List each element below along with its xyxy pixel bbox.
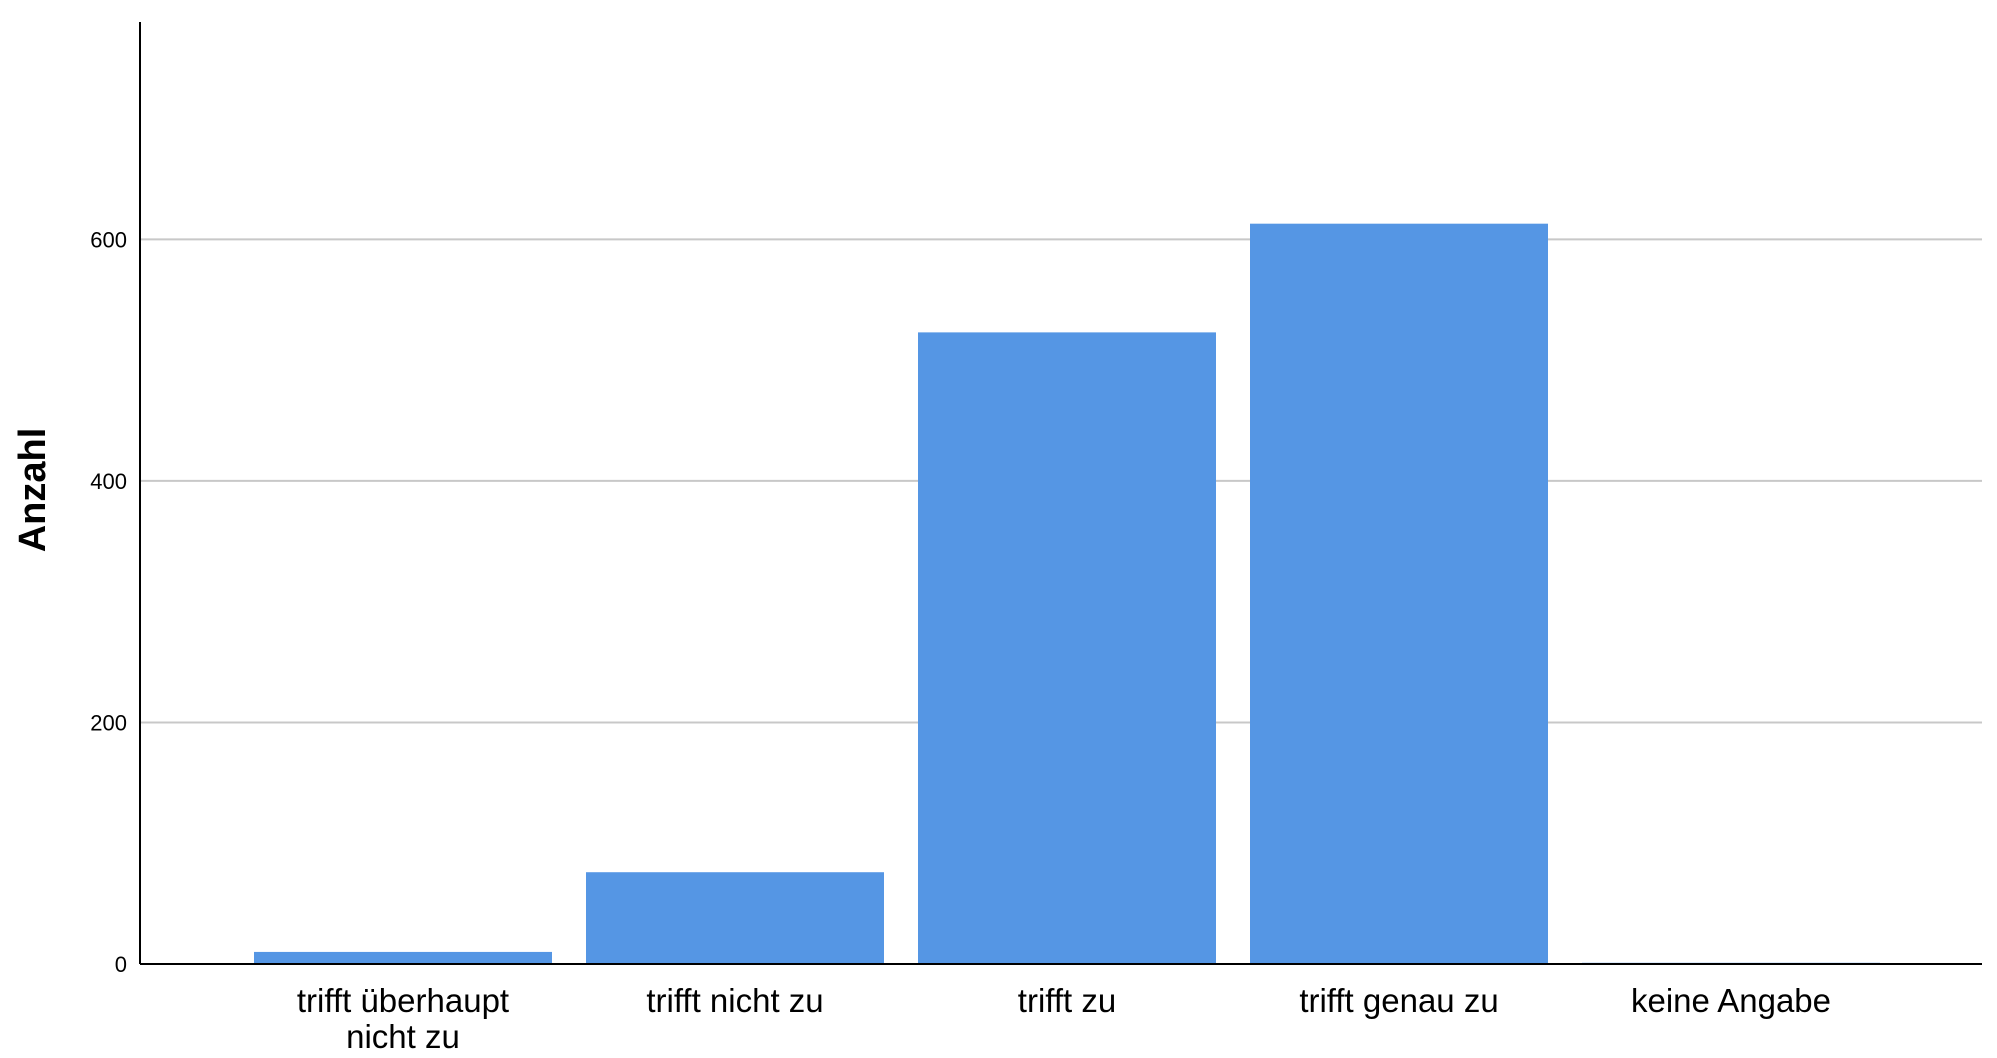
y-tick-label-600: 600 bbox=[90, 227, 127, 252]
bar-0 bbox=[254, 951, 552, 964]
x-tick-label-1: trifft nicht zu bbox=[646, 982, 823, 1019]
y-axis-title: Anzahl bbox=[12, 428, 54, 553]
y-tick-label-0: 0 bbox=[115, 952, 127, 977]
y-tick-label-400: 400 bbox=[90, 469, 127, 494]
x-tick-label-3: trifft genau zu bbox=[1299, 982, 1498, 1019]
x-tick-label-line: trifft nicht zu bbox=[646, 982, 823, 1019]
x-tick-label-line: trifft zu bbox=[1018, 982, 1116, 1019]
x-tick-label-line: nicht zu bbox=[346, 1018, 460, 1055]
x-tick-label-0: trifft überhaupt nicht zu bbox=[297, 982, 509, 1055]
bar-1 bbox=[586, 872, 884, 964]
x-category-labels: trifft überhaupt nicht zu trifft nicht zu t… bbox=[297, 982, 1831, 1055]
y-tick-label-200: 200 bbox=[90, 710, 127, 735]
bar-2 bbox=[918, 332, 1216, 964]
x-tick-label-line: trifft genau zu bbox=[1299, 982, 1498, 1019]
x-tick-label-2: trifft zu bbox=[1018, 982, 1116, 1019]
bar-3 bbox=[1250, 223, 1548, 964]
bars bbox=[254, 223, 1880, 964]
y-tick-labels: 0 200 400 600 bbox=[90, 227, 127, 977]
x-tick-label-line: keine Angabe bbox=[1631, 982, 1831, 1019]
x-tick-label-4: keine Angabe bbox=[1631, 982, 1831, 1019]
x-tick-label-line: trifft überhaupt bbox=[297, 982, 509, 1019]
axes bbox=[139, 22, 1982, 965]
